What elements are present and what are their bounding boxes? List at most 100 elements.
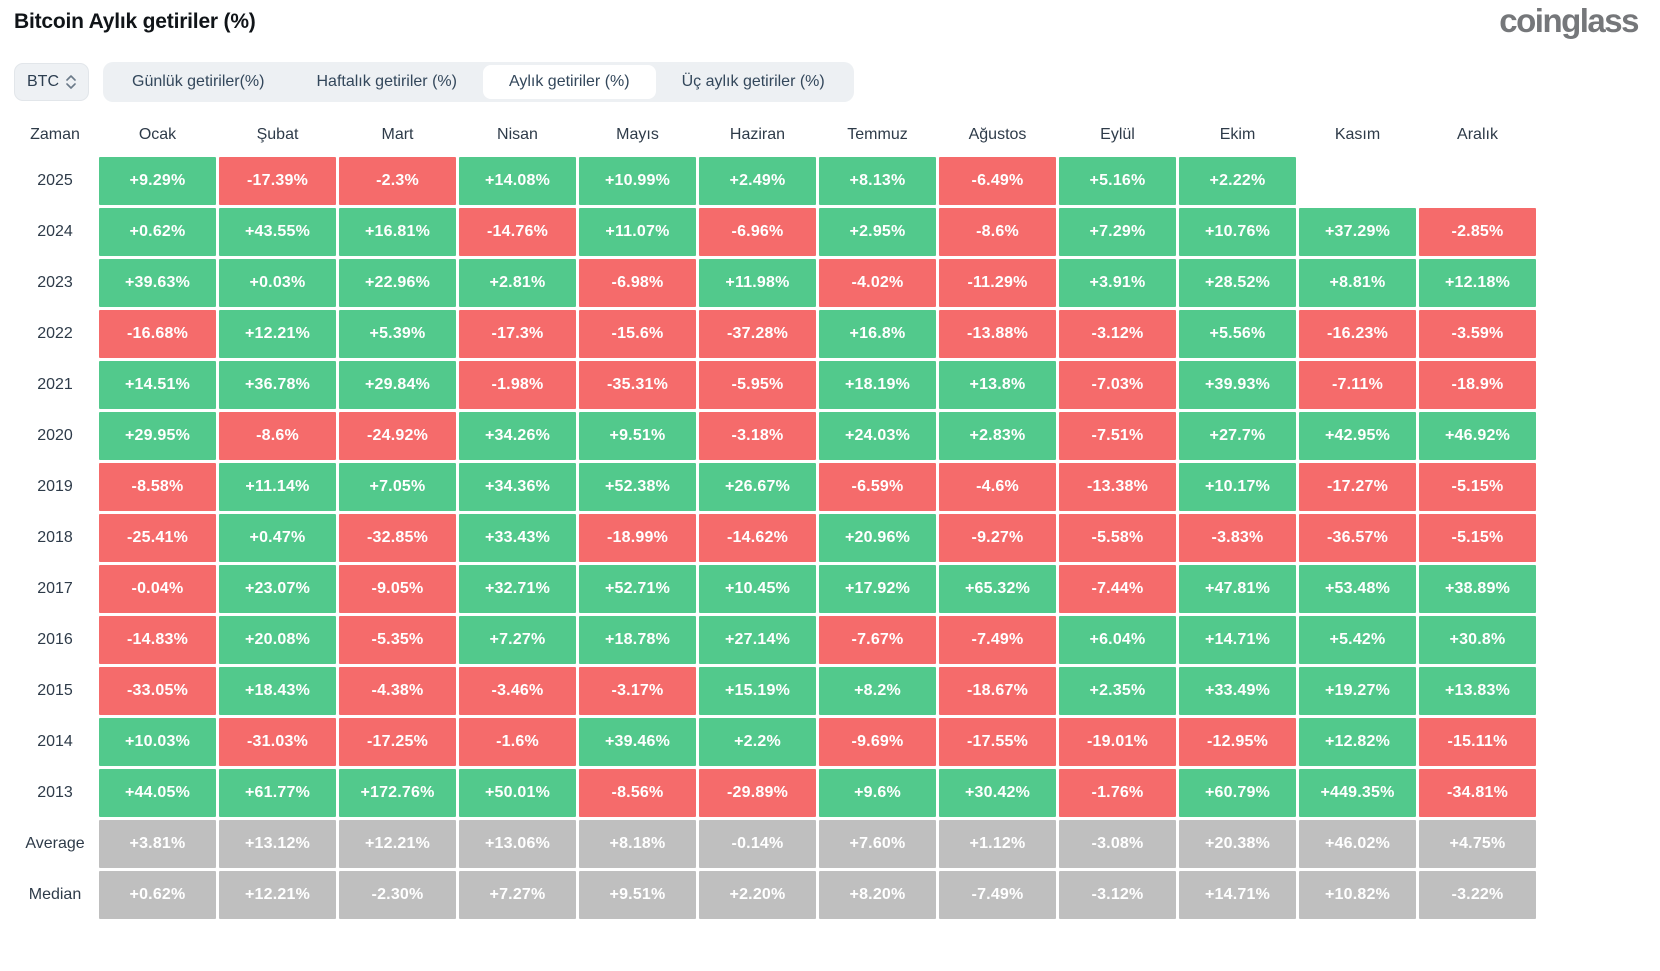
return-cell-2023-aralık: +12.18% [1419, 259, 1536, 307]
tab-group: Günlük getiriler(%) Haftalık getiriler (%… [103, 62, 854, 102]
return-cell-2016-şubat: +20.08% [219, 616, 336, 664]
return-cell-average-kasım: +46.02% [1299, 820, 1416, 868]
return-cell-2023-mayıs: -6.98% [579, 259, 696, 307]
return-cell-2024-aralık: -2.85% [1419, 208, 1536, 256]
tab-quarterly-returns[interactable]: Üç aylık getiriler (%) [681, 73, 825, 90]
return-cell-2022-nisan: -17.3% [459, 310, 576, 358]
column-header-month-10: Ekim [1219, 125, 1256, 143]
return-cell-2025-kasım [1299, 157, 1416, 205]
return-cell-2023-şubat: +0.03% [219, 259, 336, 307]
return-cell-2018-aralık: -5.15% [1419, 514, 1536, 562]
return-cell-2014-ekim: -12.95% [1179, 718, 1296, 766]
return-cell-2021-kasım: -7.11% [1299, 361, 1416, 409]
return-cell-2019-eylül: -13.38% [1059, 463, 1176, 511]
return-cell-2019-mayıs: +52.38% [579, 463, 696, 511]
return-cell-2013-kasım: +449.35% [1299, 769, 1416, 817]
return-cell-2022-ağustos: -13.88% [939, 310, 1056, 358]
return-cell-median-eylül: -3.12% [1059, 871, 1176, 919]
controls-row: BTC Günlük getiriler(%) Haftalık getirile… [14, 62, 1660, 102]
return-cell-2018-şubat: +0.47% [219, 514, 336, 562]
return-cell-2019-ağustos: -4.6% [939, 463, 1056, 511]
row-label-2019: 2019 [37, 478, 73, 495]
return-cell-2015-ocak: -33.05% [99, 667, 216, 715]
return-cell-2024-eylül: +7.29% [1059, 208, 1176, 256]
return-cell-2013-temmuz: +9.6% [819, 769, 936, 817]
return-cell-2023-ocak: +39.63% [99, 259, 216, 307]
return-cell-2024-ağustos: -8.6% [939, 208, 1056, 256]
column-header-month-6: Haziran [729, 125, 786, 143]
return-cell-2020-haziran: -3.18% [699, 412, 816, 460]
return-cell-2013-şubat: +61.77% [219, 769, 336, 817]
return-cell-2015-kasım: +19.27% [1299, 667, 1416, 715]
return-cell-2020-ağustos: +2.83% [939, 412, 1056, 460]
return-cell-2014-nisan: -1.6% [459, 718, 576, 766]
return-cell-average-ağustos: +1.12% [939, 820, 1056, 868]
row-label-2022: 2022 [37, 325, 73, 342]
return-cell-2022-temmuz: +16.8% [819, 310, 936, 358]
return-cell-2023-ağustos: -11.29% [939, 259, 1056, 307]
row-label-2013: 2013 [37, 784, 73, 801]
return-cell-2022-ekim: +5.56% [1179, 310, 1296, 358]
return-cell-2020-şubat: -8.6% [219, 412, 336, 460]
return-cell-2014-eylül: -19.01% [1059, 718, 1176, 766]
row-label-2015: 2015 [37, 682, 73, 699]
column-header-month-2: Şubat [256, 125, 299, 143]
return-cell-2022-eylül: -3.12% [1059, 310, 1176, 358]
return-cell-2014-aralık: -15.11% [1419, 718, 1536, 766]
return-cell-2025-mayıs: +10.99% [579, 157, 696, 205]
return-cell-2015-eylül: +2.35% [1059, 667, 1176, 715]
return-cell-2020-nisan: +34.26% [459, 412, 576, 460]
column-header-month-12: Aralık [1457, 125, 1498, 143]
return-cell-2024-ocak: +0.62% [99, 208, 216, 256]
return-cell-2013-mayıs: -8.56% [579, 769, 696, 817]
updown-chevron-icon [66, 75, 76, 89]
return-cell-2023-eylül: +3.91% [1059, 259, 1176, 307]
column-header-month-7: Temmuz [847, 125, 908, 143]
return-cell-2016-mart: -5.35% [339, 616, 456, 664]
return-cell-2018-eylül: -5.58% [1059, 514, 1176, 562]
return-cell-2014-temmuz: -9.69% [819, 718, 936, 766]
tab-daily-returns[interactable]: Günlük getiriler(%) [132, 73, 265, 90]
return-cell-median-ekim: +14.71% [1179, 871, 1296, 919]
return-cell-2014-ağustos: -17.55% [939, 718, 1056, 766]
column-header-month-5: Mayıs [616, 125, 659, 143]
return-cell-2025-nisan: +14.08% [459, 157, 576, 205]
row-label-2020: 2020 [37, 427, 73, 444]
top-bar: Bitcoin Aylık getiriler (%) coinglass [14, 0, 1660, 37]
symbol-select-value: BTC [27, 73, 59, 90]
return-cell-2017-eylül: -7.44% [1059, 565, 1176, 613]
return-cell-2015-mayıs: -3.17% [579, 667, 696, 715]
return-cell-2020-ocak: +29.95% [99, 412, 216, 460]
return-cell-2013-nisan: +50.01% [459, 769, 576, 817]
tab-monthly-returns[interactable]: Aylık getiriler (%) [482, 65, 656, 99]
return-cell-2016-haziran: +27.14% [699, 616, 816, 664]
return-cell-2015-aralık: +13.83% [1419, 667, 1536, 715]
return-cell-2019-nisan: +34.36% [459, 463, 576, 511]
return-cell-2022-şubat: +12.21% [219, 310, 336, 358]
return-cell-2023-haziran: +11.98% [699, 259, 816, 307]
return-cell-2021-eylül: -7.03% [1059, 361, 1176, 409]
row-label-2025: 2025 [37, 172, 73, 189]
return-cell-2019-ekim: +10.17% [1179, 463, 1296, 511]
return-cell-2019-aralık: -5.15% [1419, 463, 1536, 511]
return-cell-2018-nisan: +33.43% [459, 514, 576, 562]
return-cell-average-mart: +12.21% [339, 820, 456, 868]
column-header-month-9: Eylül [1100, 125, 1135, 143]
return-cell-2013-ekim: +60.79% [1179, 769, 1296, 817]
return-cell-2017-şubat: +23.07% [219, 565, 336, 613]
return-cell-2021-ağustos: +13.8% [939, 361, 1056, 409]
return-cell-average-nisan: +13.06% [459, 820, 576, 868]
tab-weekly-returns[interactable]: Haftalık getiriler (%) [316, 73, 457, 90]
return-cell-2021-ocak: +14.51% [99, 361, 216, 409]
column-header-month-11: Kasım [1334, 125, 1381, 143]
return-cell-2025-mart: -2.3% [339, 157, 456, 205]
return-cell-2017-mayıs: +52.71% [579, 565, 696, 613]
symbol-select[interactable]: BTC [14, 63, 89, 101]
return-cell-2024-kasım: +37.29% [1299, 208, 1416, 256]
return-cell-2023-ekim: +28.52% [1179, 259, 1296, 307]
return-cell-2017-kasım: +53.48% [1299, 565, 1416, 613]
return-cell-2014-mayıs: +39.46% [579, 718, 696, 766]
return-cell-2016-nisan: +7.27% [459, 616, 576, 664]
return-cell-average-şubat: +13.12% [219, 820, 336, 868]
return-cell-2017-aralık: +38.89% [1419, 565, 1536, 613]
